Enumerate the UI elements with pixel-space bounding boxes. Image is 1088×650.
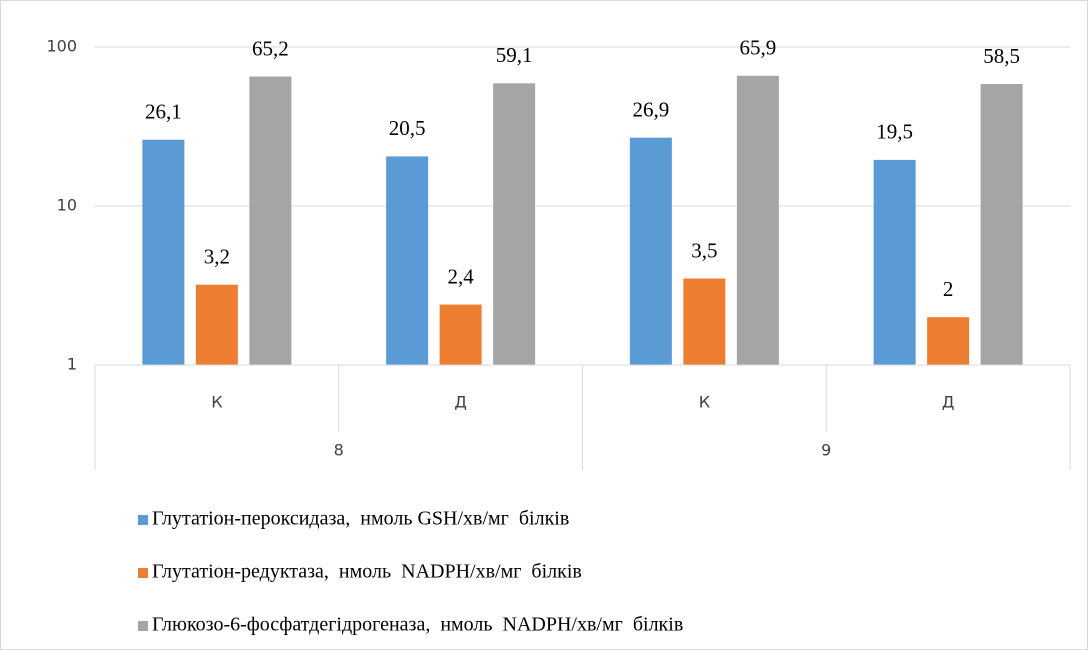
bar bbox=[386, 156, 429, 365]
data-label: 58,5 bbox=[983, 44, 1020, 68]
x-tick-label: Д bbox=[454, 393, 467, 412]
legend-swatch bbox=[138, 568, 148, 578]
legend-label: Глюкозо-6-фосфатдегідрогеназа, нмоль NAD… bbox=[152, 614, 683, 636]
legend-label: Глутатіон-пероксидаза, нмоль GSH/хв/мг б… bbox=[152, 508, 569, 530]
data-label: 26,9 bbox=[633, 97, 670, 121]
data-label: 26,1 bbox=[145, 100, 182, 124]
data-label: 20,5 bbox=[389, 116, 426, 140]
data-label: 19,5 bbox=[876, 120, 913, 144]
data-label: 2,4 bbox=[448, 264, 475, 288]
y-tick-label: 10 bbox=[57, 196, 77, 215]
legend-swatch bbox=[138, 621, 148, 631]
bar bbox=[493, 83, 536, 365]
x-group-label: 9 bbox=[821, 441, 831, 460]
y-tick-label: 100 bbox=[46, 37, 77, 56]
data-label: 65,9 bbox=[740, 36, 777, 60]
x-group-label: 8 bbox=[334, 441, 344, 460]
bar bbox=[249, 76, 292, 365]
data-label: 3,2 bbox=[204, 244, 230, 268]
bar bbox=[980, 84, 1023, 365]
x-tick-label: К bbox=[699, 393, 711, 412]
data-label: 65,2 bbox=[252, 36, 289, 60]
data-label: 2 bbox=[943, 277, 954, 301]
x-tick-label: К bbox=[211, 393, 223, 412]
bar bbox=[927, 317, 970, 365]
x-tick-label: Д bbox=[942, 393, 955, 412]
legend-swatch bbox=[138, 515, 148, 525]
legend-label: Глутатіон-редуктаза, нмоль NADPH/хв/мг б… bbox=[152, 561, 582, 583]
bar bbox=[683, 278, 726, 365]
data-label: 3,5 bbox=[691, 238, 717, 262]
y-tick-label: 1 bbox=[67, 355, 77, 374]
data-label: 59,1 bbox=[496, 43, 533, 67]
bar bbox=[195, 284, 238, 365]
bar bbox=[873, 159, 916, 365]
bar bbox=[736, 75, 779, 366]
bar bbox=[142, 139, 185, 365]
bar bbox=[629, 137, 672, 365]
bar bbox=[439, 304, 482, 365]
